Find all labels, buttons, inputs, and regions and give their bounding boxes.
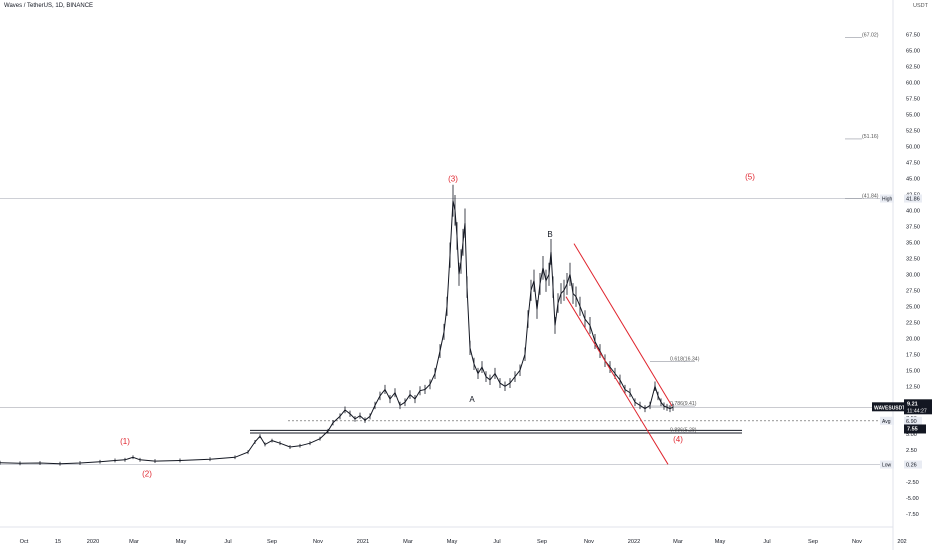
x-tick-label: Mar	[129, 539, 139, 545]
x-tick-label: Mar	[673, 539, 683, 545]
y-tick-label: 45.00	[906, 176, 920, 182]
symbol-tag	[872, 402, 904, 412]
y-tick-label: 47.50	[906, 160, 920, 166]
y-tick-label: 15.00	[906, 368, 920, 374]
wave-label: (1)	[120, 437, 130, 446]
y-tick-label: -7.50	[906, 512, 919, 518]
y-tick-label: 12.50	[906, 384, 920, 390]
price-series-line	[0, 200, 674, 465]
y-tick-label: 5.00	[906, 432, 917, 438]
price-badge-value	[904, 194, 922, 203]
y-tick-label: 20.00	[906, 336, 920, 342]
price-badge-value	[904, 460, 922, 469]
channel-upper-line	[573, 243, 673, 407]
wave-label: (4)	[673, 435, 683, 444]
price-badge-value-label: 41.86	[906, 197, 920, 203]
fib-label: 0.618(16.34)	[670, 357, 700, 363]
wave-label: B	[547, 230, 552, 239]
x-tick-label: Nov	[584, 539, 594, 545]
y-tick-label: 67.50	[906, 32, 920, 38]
secondary-price-badge	[904, 424, 926, 434]
y-tick-label: 50.00	[906, 144, 920, 150]
y-tick-label: 62.50	[906, 64, 920, 70]
price-badge-value-label: 0.26	[906, 463, 917, 469]
price-badge-tag	[880, 416, 894, 425]
x-tick-label: Nov	[313, 539, 323, 545]
x-tick-label: Oct	[20, 539, 29, 545]
price-badge-value	[904, 416, 922, 425]
y-tick-label: 17.50	[906, 352, 920, 358]
price-badge-tag-label: High	[882, 197, 893, 203]
x-tick-label: May	[715, 539, 726, 545]
x-tick-label: 15	[55, 539, 61, 545]
y-tick-label: 55.00	[906, 112, 920, 118]
fib-label: 0.786(9.41)	[670, 401, 697, 407]
fib-label: (67.02)	[862, 32, 879, 38]
price-badge-value-label: 6.90	[906, 419, 917, 425]
x-tick-label: May	[176, 539, 187, 545]
y-tick-label: 2.50	[906, 448, 917, 454]
y-tick-label: 40.00	[906, 208, 920, 214]
y-tick-label: 60.00	[906, 80, 920, 86]
x-tick-label: Jul	[763, 539, 770, 545]
wave-label: A	[469, 395, 475, 404]
x-tick-label: Mar	[403, 539, 413, 545]
current-price-badge	[904, 399, 932, 415]
fib-label: (51.16)	[862, 134, 879, 140]
countdown-label: 11:44:27	[907, 408, 927, 414]
price-badge-tag	[880, 194, 894, 203]
price-badge-tag	[880, 460, 894, 469]
y-tick-label: -2.50	[906, 480, 919, 486]
fib-label: (41.84)	[862, 194, 879, 200]
y-tick-label: 57.50	[906, 96, 920, 102]
x-tick-label: Jul	[224, 539, 231, 545]
y-tick-label: 35.00	[906, 240, 920, 246]
y-tick-label: 32.50	[906, 256, 920, 262]
y-tick-label: 27.50	[906, 288, 920, 294]
chart-title: Waves / TetherUS, 1D, BINANCE	[4, 3, 94, 9]
y-tick-label: 25.00	[906, 304, 920, 310]
x-tick-label: Sep	[808, 539, 818, 545]
x-tick-label: Sep	[537, 539, 547, 545]
current-price-label: 9.21	[907, 401, 918, 407]
wave-label: (2)	[142, 469, 152, 478]
channel-lower-line	[565, 296, 669, 465]
x-tick-label: 2021	[357, 539, 369, 545]
fib-label: 0.886(5.28)	[670, 427, 697, 433]
y-tick-label: 30.00	[906, 272, 920, 278]
wave-label: (3)	[448, 175, 458, 184]
y-tick-label: 22.50	[906, 320, 920, 326]
y-tick-label: 37.50	[906, 224, 920, 230]
secondary-price-label: 7.55	[907, 426, 918, 432]
x-tick-label: Nov	[852, 539, 862, 545]
x-tick-label: 2022	[628, 539, 640, 545]
currency-label: USDT	[913, 3, 928, 9]
y-tick-label: 52.50	[906, 128, 920, 134]
x-tick-label: May	[447, 539, 458, 545]
x-tick-label: 2020	[87, 539, 99, 545]
x-tick-label: Jul	[493, 539, 500, 545]
y-tick-label: 65.00	[906, 48, 920, 54]
symbol-tag-label: WAVESUSDT	[874, 405, 905, 411]
y-tick-label: -5.00	[906, 496, 919, 502]
x-tick-label: Sep	[267, 539, 277, 545]
price-badge-tag-label: Low	[882, 463, 892, 469]
x-tick-label: 202	[897, 539, 906, 545]
price-badge-tag-label: Avg	[882, 419, 891, 425]
wave-label: (5)	[745, 173, 755, 182]
